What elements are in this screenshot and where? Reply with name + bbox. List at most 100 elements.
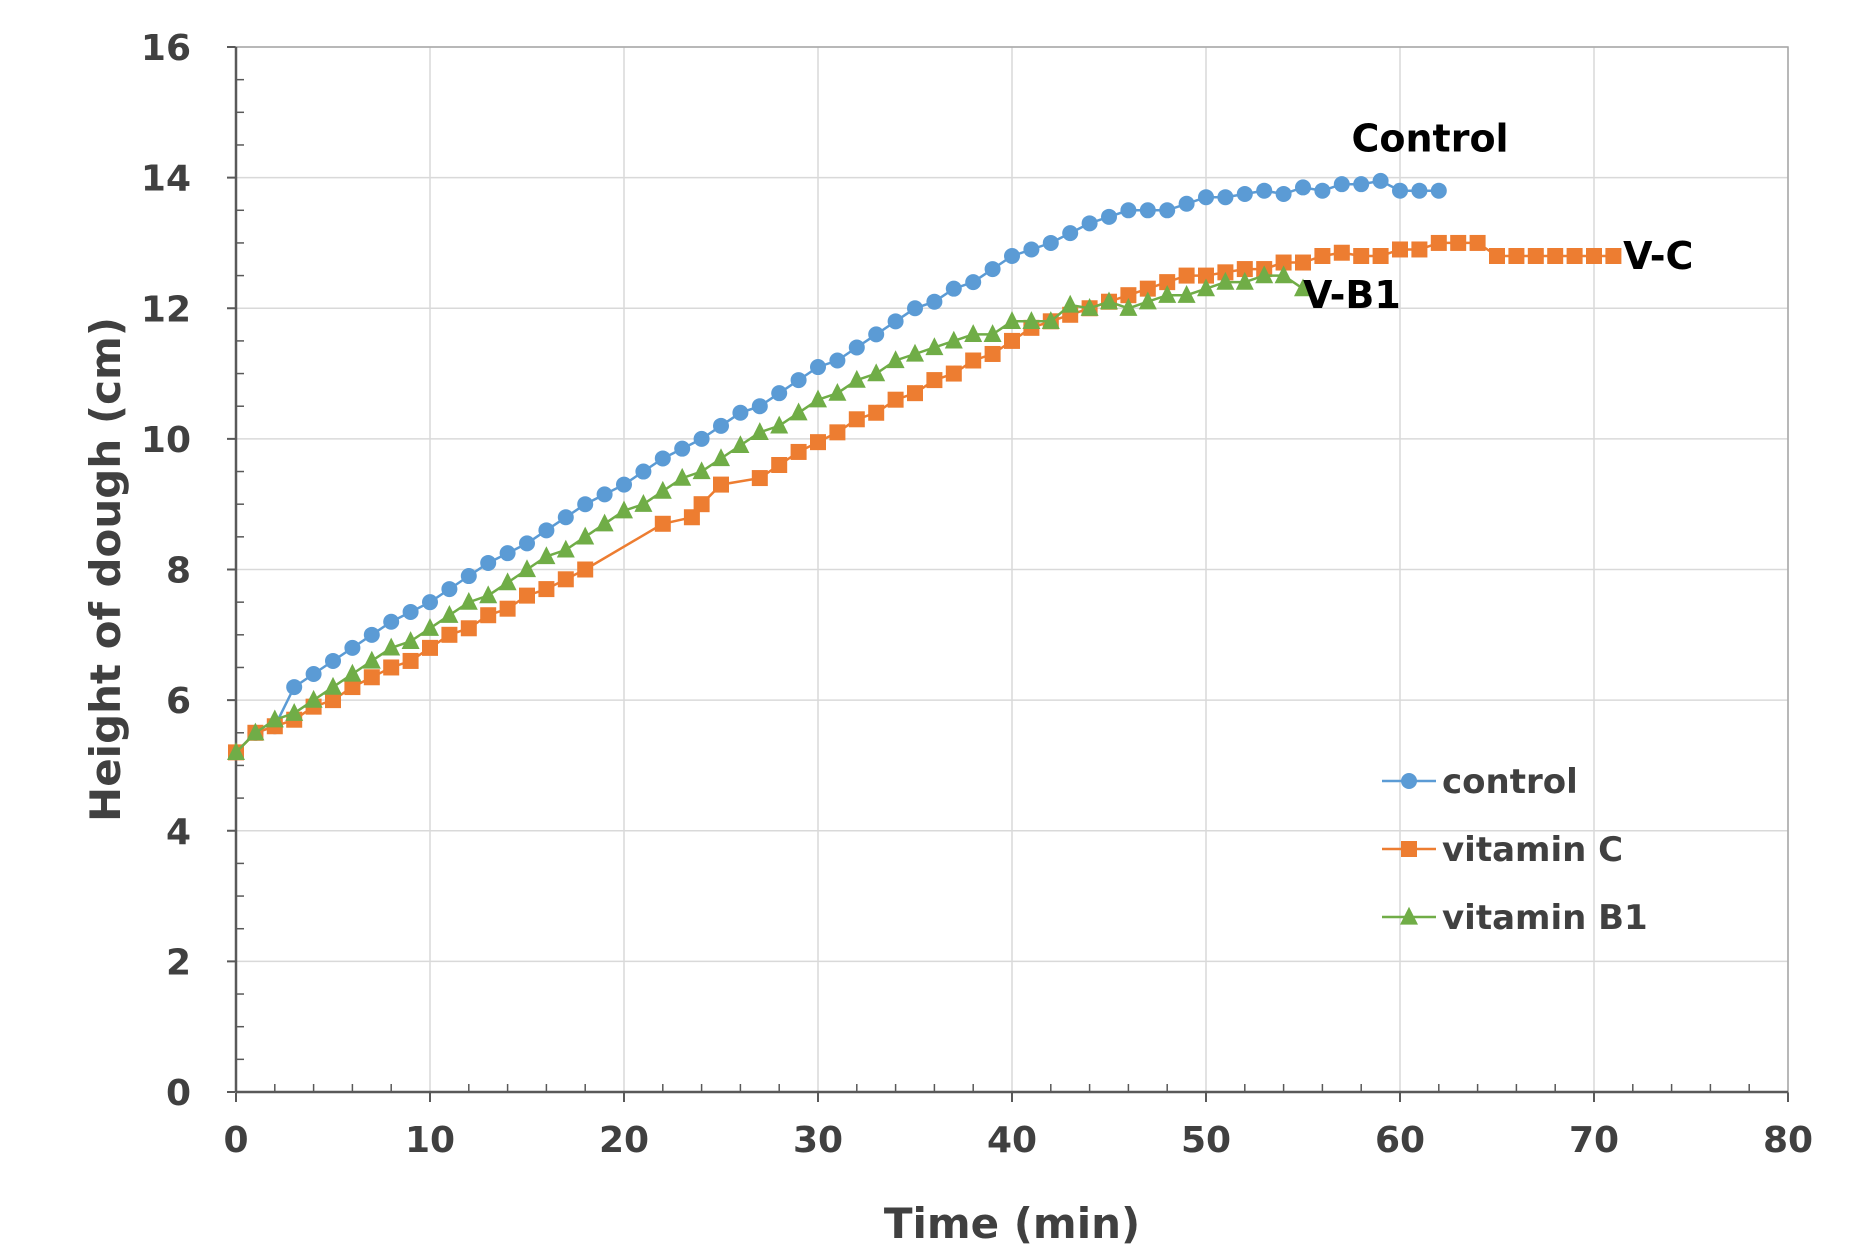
data-point-vitamin-c [945, 365, 962, 382]
data-point-vitamin-b1 [459, 591, 478, 610]
data-point-vitamin-c [1372, 248, 1389, 264]
data-point-control [713, 417, 729, 434]
data-point-vitamin-b1 [906, 343, 924, 362]
data-point-control [1062, 225, 1079, 242]
data-point-vitamin-b1 [983, 324, 1002, 343]
data-point-vitamin-b1 [362, 650, 381, 669]
annotation-label: V-B1 [1303, 273, 1401, 317]
y-tick-label: 4 [166, 812, 191, 853]
data-point-vitamin-b1 [653, 480, 672, 499]
data-point-vitamin-b1 [1216, 271, 1235, 290]
data-point-vitamin-c [654, 515, 671, 532]
data-point-vitamin-b1 [925, 337, 944, 356]
data-point-vitamin-c [965, 352, 982, 369]
data-point-vitamin-c [1198, 267, 1214, 284]
data-point-control [1023, 241, 1040, 258]
data-point-vitamin-c [713, 476, 729, 493]
data-point-control [1314, 182, 1331, 199]
data-point-control [1295, 179, 1311, 196]
data-point-control [1159, 202, 1176, 219]
data-point-vitamin-b1 [1235, 271, 1254, 290]
data-point-vitamin-b1 [285, 702, 304, 721]
data-point-control [1081, 215, 1098, 232]
y-tick-label: 2 [166, 942, 191, 983]
data-point-vitamin-b1 [1197, 278, 1215, 297]
data-point-vitamin-b1 [1255, 265, 1274, 284]
data-point-vitamin-b1 [847, 369, 866, 388]
data-point-vitamin-b1 [809, 389, 827, 408]
data-point-vitamin-c [868, 404, 885, 421]
data-point-vitamin-c [1159, 274, 1176, 291]
y-tick-label: 14 [141, 159, 191, 200]
data-point-control [538, 522, 555, 539]
data-point-vitamin-b1 [1100, 291, 1118, 310]
data-point-vitamin-b1 [615, 500, 633, 519]
data-point-control [868, 326, 885, 343]
data-point-control [383, 613, 400, 630]
y-tick-label: 0 [166, 1073, 191, 1114]
data-point-control [1256, 182, 1273, 199]
x-tick-label: 80 [1763, 1120, 1813, 1161]
data-point-control [519, 535, 535, 552]
data-point-control [693, 430, 710, 447]
data-point-control [596, 486, 613, 503]
x-tick-label: 50 [1181, 1120, 1231, 1161]
data-point-control [635, 463, 652, 480]
data-point-vitamin-c [383, 659, 400, 676]
data-point-control [984, 261, 1001, 278]
data-point-control [654, 450, 671, 467]
data-point-vitamin-c [441, 626, 458, 643]
legend-label: control [1442, 762, 1578, 802]
data-point-vitamin-b1 [401, 631, 420, 649]
data-point-control [402, 603, 419, 620]
legend-item-control: control [1382, 762, 1578, 802]
data-point-vitamin-c [344, 679, 361, 696]
data-point-vitamin-b1 [227, 742, 245, 761]
data-point-vitamin-b1 [731, 435, 750, 454]
data-point-vitamin-c [1605, 248, 1622, 264]
data-point-vitamin-c [751, 470, 768, 487]
data-point-control [732, 404, 749, 421]
y-tick-label: 16 [141, 28, 191, 69]
data-point-vitamin-c [693, 496, 710, 513]
tick-labels: 0 2 4 6 8 10 12 14 16 0 10 20 30 40 50 60 70 80 [141, 28, 1813, 1161]
annotation-label: V-C [1623, 234, 1693, 278]
data-point-vitamin-c [1275, 254, 1292, 271]
data-point-vitamin-b1 [518, 559, 536, 578]
data-point-vitamin-c [1469, 234, 1486, 251]
data-point-vitamin-c [848, 411, 865, 428]
data-point-control [1004, 248, 1020, 264]
data-point-control [286, 679, 303, 696]
data-point-vitamin-b1 [1061, 294, 1080, 313]
data-point-vitamin-b1 [886, 350, 905, 369]
data-point-vitamin-c [771, 457, 788, 473]
data-point-vitamin-c [519, 587, 535, 604]
legend-marker [1401, 841, 1417, 857]
data-point-control [1372, 172, 1389, 189]
data-point-vitamin-b1 [1080, 298, 1099, 316]
data-point-vitamin-c [1489, 248, 1505, 264]
data-point-vitamin-c [1508, 248, 1525, 264]
data-point-vitamin-c [887, 391, 904, 408]
x-tick-label: 40 [987, 1120, 1037, 1161]
data-point-control [460, 568, 477, 585]
data-point-vitamin-b1 [265, 709, 284, 728]
data-point-vitamin-b1 [324, 676, 342, 695]
legend-label: vitamin C [1442, 830, 1623, 870]
series [227, 172, 1622, 761]
data-point-vitamin-c [1333, 244, 1350, 261]
data-point-vitamin-c [577, 561, 594, 578]
data-point-vitamin-b1 [712, 448, 730, 467]
data-point-vitamin-c [422, 639, 438, 656]
x-axis-title: Time (min) [884, 1199, 1140, 1245]
data-point-vitamin-b1 [1158, 284, 1177, 303]
data-point-vitamin-c [1450, 234, 1467, 251]
data-point-control [965, 274, 982, 291]
data-point-control [1120, 202, 1137, 219]
data-point-vitamin-b1 [789, 402, 808, 421]
data-point-vitamin-c [1295, 254, 1311, 271]
y-tick-label: 6 [166, 681, 191, 722]
data-point-control [1178, 195, 1195, 212]
series-control [228, 172, 1447, 761]
data-point-vitamin-b1 [440, 605, 459, 623]
